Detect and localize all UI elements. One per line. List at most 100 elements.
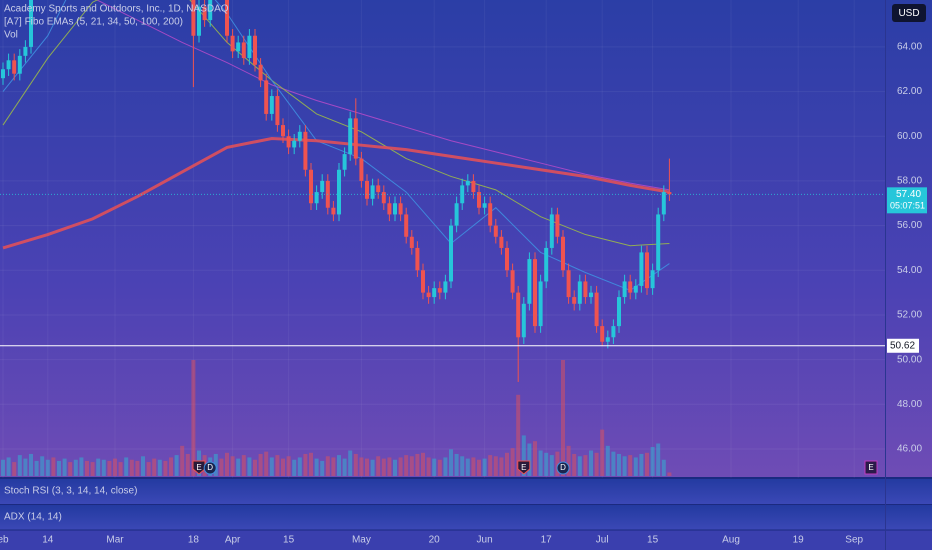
volume-bar [225,452,229,476]
volume-bar [141,456,145,476]
volume-bar [253,459,257,476]
volume-bar [303,453,308,476]
volume-bar [348,450,353,476]
volume-bar [661,459,666,476]
candle-body [667,192,672,195]
currency[interactable]: USD [898,8,919,19]
candle-body [454,203,459,226]
candle-body [426,292,431,298]
candle-body [482,203,487,208]
candle-body [191,0,196,36]
volume-bar [34,460,39,476]
candle-body [12,60,17,74]
volume-bar [342,458,347,476]
candle-body [633,285,638,293]
candle-body [320,180,325,193]
volume-bar [129,459,134,476]
x-tick-label: Mar [106,535,124,546]
candle-body [409,236,414,248]
volume-bar [191,360,196,476]
volume-bar [275,455,280,476]
volume-bar [628,455,633,476]
candle-body [236,42,241,52]
event-marker [556,461,570,475]
volume-bar [292,459,297,476]
x-tick-label: 20 [429,535,441,546]
volume-bar [600,429,605,476]
volume-bar [359,457,364,476]
volume-bar [146,462,151,476]
candle-body [600,326,605,342]
candle-body [499,236,504,248]
x-tick-label: Aug [722,535,740,546]
candle-body [555,214,560,237]
volume-bar [577,456,582,476]
volume-bar [477,459,481,476]
candle-body [572,297,577,304]
candle-body [23,46,28,56]
candle-body [415,247,420,271]
volume-bar [331,457,336,476]
volume-bar [163,460,168,476]
candle-body [421,270,425,293]
candle-body [309,169,313,204]
volume-bar [73,459,78,476]
candle-body [605,337,610,342]
candle-body [29,0,33,47]
volume-bar [169,457,173,476]
volume-bar [488,455,493,476]
volume-bar [449,449,453,476]
volume-bar [40,456,45,476]
currency-box[interactable] [892,4,926,22]
volume-bar [381,458,386,476]
indicator-label: [A7] Fibo EMAs (5, 21, 34, 50, 100, 200) [4,17,183,28]
volume-bar [85,460,89,476]
volume-bar [314,458,319,476]
candle-body [533,259,537,327]
volume-bar [118,462,123,476]
candle-body [622,281,627,298]
volume-label: Vol [4,30,18,41]
ema-line [2,0,670,247]
volume-bar [241,455,246,476]
volume-bar [521,435,526,476]
volume-bar [650,447,655,476]
volume-bar [62,458,67,476]
candle-body [297,131,302,141]
volume-bar [594,452,599,476]
volume-bar [499,457,504,476]
candle-body [6,60,11,70]
ema-line [2,136,670,250]
candle-body [258,64,263,81]
volume-bar [611,451,616,476]
event-label: D [560,463,566,472]
candle-body [1,69,5,79]
volume-bar [510,448,515,476]
volume-bar [124,457,129,476]
volume-bar [393,459,397,476]
volume-bar [516,394,521,476]
x-tick-label: May [352,535,371,546]
volume-bar [566,445,571,476]
volume-bar [281,458,285,476]
candle-body [202,6,207,21]
candle-body [342,154,347,170]
y-tick-label: 50.00 [897,354,922,365]
candle-body [493,225,498,237]
volume-bar [549,455,554,476]
candle-body [583,281,588,298]
volume-bar [174,455,179,476]
x-tick-label: Jun [477,535,493,546]
y-tick-label: 62.00 [897,86,922,97]
volume-bar [633,457,638,476]
volume-bar [432,458,437,476]
candle-body [331,207,336,215]
last-price-label: 57.40 [896,189,921,200]
volume-bar [465,458,470,476]
volume-bar [258,453,263,476]
y-tick-label: 58.00 [897,176,922,187]
hline-label-box [887,338,919,353]
volume-bar [29,453,33,476]
volume-bar [533,441,537,476]
